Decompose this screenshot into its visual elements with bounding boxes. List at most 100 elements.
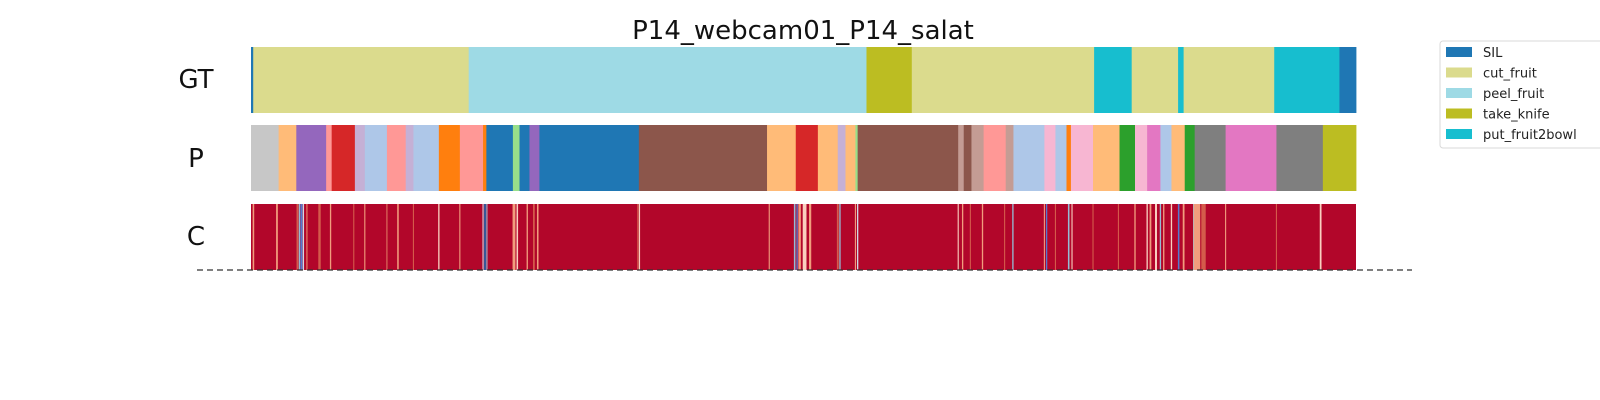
confidence-mark-10 xyxy=(364,204,366,270)
pred-segment-28 xyxy=(971,125,985,191)
pred-segment-0 xyxy=(251,125,280,191)
pred-segment-25 xyxy=(857,125,959,191)
gt-segment-6 xyxy=(1131,47,1179,113)
confidence-mark-17 xyxy=(484,204,486,270)
confidence-mark-26 xyxy=(768,204,770,270)
pred-segment-30 xyxy=(1005,125,1014,191)
legend-swatch-4 xyxy=(1446,129,1472,139)
pred-segment-11 xyxy=(459,125,484,191)
confidence-mark-0 xyxy=(252,204,255,270)
pred-segment-2 xyxy=(296,125,327,191)
confidence-mark-7 xyxy=(318,204,321,270)
confidence-mark-13 xyxy=(412,204,414,270)
pred-segment-27 xyxy=(963,125,972,191)
confidence-mark-33 xyxy=(839,204,841,270)
confidence-mark-24 xyxy=(637,204,639,270)
confidence-mark-8 xyxy=(329,204,332,270)
pred-segment-18 xyxy=(638,125,768,191)
confidence-mark-12 xyxy=(397,204,399,270)
confidence-mark-11 xyxy=(386,204,388,270)
gt-segment-3 xyxy=(866,47,913,113)
confidence-mark-46 xyxy=(1071,204,1073,270)
pred-segment-38 xyxy=(1135,125,1148,191)
pred-segment-14 xyxy=(512,125,520,191)
pred-segment-22 xyxy=(837,125,846,191)
pred-segment-34 xyxy=(1066,125,1072,191)
confidence-mark-23 xyxy=(536,204,539,270)
confidence-mark-44 xyxy=(1054,204,1056,270)
confidence-mark-42 xyxy=(1043,204,1045,270)
gt-segment-8 xyxy=(1183,47,1275,113)
pred-segment-32 xyxy=(1044,125,1056,191)
pred-segment-7 xyxy=(386,125,407,191)
pred-segment-36 xyxy=(1093,125,1120,191)
legend-label-2: peel_fruit xyxy=(1483,87,1544,102)
confidence-mark-34 xyxy=(854,204,856,270)
legend-frame xyxy=(1439,40,1600,149)
gt-row-bar xyxy=(251,47,1357,113)
confidence-mark-29 xyxy=(798,204,801,270)
pred-segment-10 xyxy=(438,125,461,191)
confidence-mark-28 xyxy=(796,204,798,270)
pred-segment-44 xyxy=(1225,125,1277,191)
confidence-mark-57 xyxy=(1182,204,1185,270)
gt-segment-2 xyxy=(468,47,867,113)
chart-title: P14_webcam01_P14_salat xyxy=(632,16,974,46)
legend-swatch-1 xyxy=(1446,67,1472,78)
gt-segment-1 xyxy=(253,47,470,113)
pred-segment-20 xyxy=(795,125,819,191)
pred-segment-33 xyxy=(1055,125,1067,191)
pred-segment-29 xyxy=(983,125,1007,191)
pred-segment-45 xyxy=(1276,125,1324,191)
confidence-mark-37 xyxy=(961,204,964,270)
confidence-mark-49 xyxy=(1134,204,1136,270)
gt-segment-0 xyxy=(251,47,254,113)
confidence-mark-41 xyxy=(1012,204,1014,270)
pred-segment-23 xyxy=(845,125,856,191)
confidence-mark-21 xyxy=(526,204,528,270)
legend-swatch-3 xyxy=(1446,108,1472,119)
confidence-mark-39 xyxy=(981,204,984,270)
pred-segment-12 xyxy=(483,125,487,191)
pred-segment-6 xyxy=(364,125,388,191)
confidence-mark-22 xyxy=(532,204,535,270)
confidence-mark-1 xyxy=(276,204,278,270)
confidence-mark-54 xyxy=(1163,204,1165,270)
gt-segment-7 xyxy=(1178,47,1185,113)
confidence-mark-25 xyxy=(638,204,641,270)
pred-segment-39 xyxy=(1147,125,1161,191)
confidence-mark-61 xyxy=(1225,204,1227,270)
confidence-mark-18 xyxy=(486,204,488,270)
confidence-mark-60 xyxy=(1201,204,1206,270)
confidence-mark-30 xyxy=(802,204,807,270)
confidence-mark-14 xyxy=(438,204,440,270)
confidence-row-heatmap xyxy=(251,204,1356,270)
gt-segment-4 xyxy=(911,47,1095,113)
pred-segment-24 xyxy=(855,125,859,191)
pred-segment-17 xyxy=(539,125,640,191)
confidence-mark-32 xyxy=(836,204,839,270)
legend-label-3: take_knife xyxy=(1483,108,1550,123)
pred-segment-43 xyxy=(1194,125,1227,191)
pred-segment-31 xyxy=(1013,125,1045,191)
pred-segment-26 xyxy=(958,125,965,191)
pred-segment-35 xyxy=(1070,125,1094,191)
pred-segment-4 xyxy=(331,125,356,191)
confidence-mark-31 xyxy=(809,204,812,270)
pred-segment-15 xyxy=(519,125,530,191)
legend: SIL cut_fruit peel_fruit take_knife put_frui… xyxy=(1439,40,1600,149)
confidence-mark-27 xyxy=(793,204,796,270)
pred-segment-41 xyxy=(1171,125,1186,191)
confidence-mark-4 xyxy=(300,204,303,270)
confidence-mark-36 xyxy=(957,204,959,270)
row-label-p: P xyxy=(188,144,204,174)
legend-label-4: put_fruit2bowl xyxy=(1483,128,1577,143)
confidence-mark-47 xyxy=(1092,204,1094,270)
gt-segment-10 xyxy=(1339,47,1357,113)
row-label-c: C xyxy=(187,222,205,252)
confidence-mark-16 xyxy=(482,204,484,270)
pred-segment-9 xyxy=(413,125,440,191)
pred-segment-37 xyxy=(1119,125,1136,191)
pred-segment-3 xyxy=(326,125,333,191)
